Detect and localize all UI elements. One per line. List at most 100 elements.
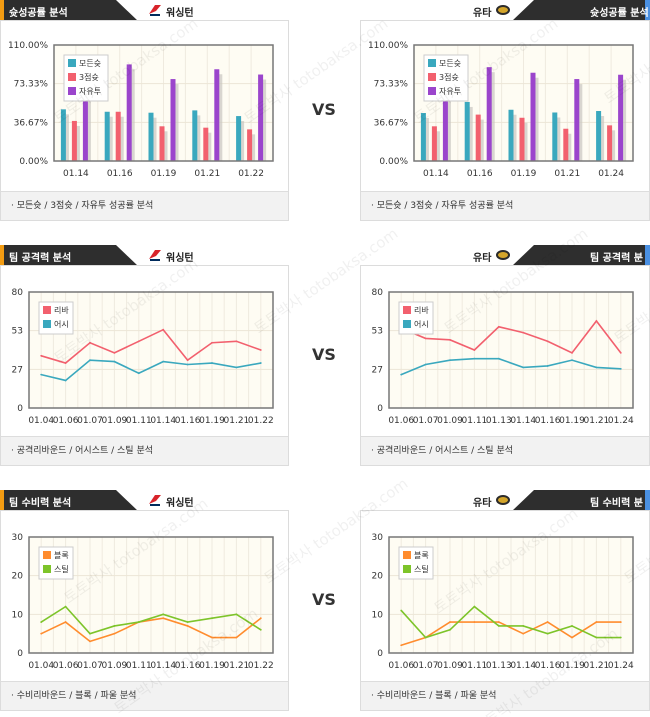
- legend-swatch: [68, 87, 76, 95]
- legend-swatch: [403, 565, 411, 573]
- series-line-블록: [40, 617, 262, 643]
- data-point: [259, 628, 262, 631]
- section-title: 슛성공률 분석: [590, 8, 649, 19]
- bar-자유투: [126, 64, 132, 161]
- data-point: [595, 366, 598, 369]
- section-title: 팀 공격력 분석: [9, 253, 72, 264]
- panel-footer-caption: · 공격리바운드 / 어시스트 / 스틸 분석: [361, 436, 649, 465]
- bar-모든슛: [420, 113, 426, 161]
- bar-모든슛: [596, 111, 602, 161]
- legend-label: 어시: [54, 319, 69, 329]
- data-point: [473, 605, 476, 608]
- data-point: [113, 632, 116, 635]
- x-tick-label: 01.11: [126, 661, 152, 671]
- bar-shadow: [555, 117, 561, 161]
- panel-footer-caption: · 공격리바운드 / 어시스트 / 스틸 분석: [1, 436, 288, 465]
- series-line-리바: [400, 319, 622, 354]
- y-tick-label: 0: [377, 404, 383, 414]
- y-tick-label: 53: [372, 327, 383, 337]
- line-chart: 010203001.0401.0601.0701.0901.1101.1401.…: [12, 533, 274, 671]
- bar-shadow: [434, 131, 440, 161]
- bar-shadow: [173, 84, 179, 161]
- y-tick-label: 53: [12, 327, 23, 337]
- x-tick-label: 01.09: [437, 416, 463, 426]
- team-name: 유타: [473, 253, 492, 264]
- bar-자유투: [82, 92, 88, 161]
- bar-자유투: [170, 79, 176, 161]
- plot-border: [53, 44, 274, 162]
- data-point: [497, 621, 500, 623]
- team-name: 워싱턴: [166, 498, 194, 509]
- y-tick-label: 73.33%: [374, 80, 409, 90]
- y-tick-label: 30: [12, 533, 24, 543]
- legend-label: 블록: [54, 550, 69, 560]
- data-point: [619, 367, 622, 370]
- data-point: [40, 621, 43, 623]
- bar-shadow: [533, 77, 539, 161]
- x-tick-label: 01.21: [584, 416, 610, 426]
- legend-swatch: [428, 59, 436, 67]
- data-point: [259, 617, 262, 620]
- x-tick-label: 01.21: [224, 661, 250, 671]
- data-point: [186, 363, 189, 366]
- x-tick-label: 01.07: [77, 661, 103, 671]
- data-point: [522, 625, 525, 627]
- data-point: [259, 362, 262, 364]
- bar-shadow: [206, 132, 212, 161]
- x-tick-label: 01.21: [554, 169, 580, 179]
- x-tick-label: 01.13: [486, 416, 512, 426]
- data-point: [64, 605, 67, 608]
- legend-label: 리바: [54, 305, 69, 315]
- panel-footer-caption: · 수비리바운드 / 블록 / 파울 분석: [1, 681, 288, 710]
- data-point: [595, 636, 598, 639]
- bar-shadow: [250, 134, 256, 161]
- data-point: [400, 373, 403, 376]
- y-tick-label: 80: [12, 288, 24, 298]
- wizards-logo-icon: [149, 250, 161, 261]
- data-point: [400, 609, 403, 612]
- vs-label: VS: [312, 590, 336, 609]
- plot-border: [388, 291, 634, 409]
- bar-3점슛: [563, 128, 569, 161]
- right-team-panel: · 모든슛 / 3점슛 / 자유투 성공률 분석 0.00% 36.67% 73.33…: [360, 20, 650, 221]
- data-point: [89, 359, 91, 362]
- bar-모든슛: [60, 109, 66, 161]
- y-tick-label: 73.33%: [14, 80, 49, 90]
- x-tick-label: 01.16: [175, 416, 201, 426]
- y-tick-label: 0: [377, 649, 383, 659]
- data-point: [497, 625, 500, 627]
- bar-모든슛: [464, 101, 470, 161]
- legend-swatch: [428, 73, 436, 81]
- data-point: [449, 359, 451, 362]
- right-team-panel: · 수비리바운드 / 블록 / 파울 분석 0 10 20 30 01.06 01.07 01…: [360, 510, 650, 711]
- legend-swatch: [403, 551, 411, 559]
- x-tick-label: 01.14: [423, 169, 449, 179]
- y-tick-label: 36.67%: [14, 118, 49, 128]
- x-tick-label: 01.16: [175, 661, 201, 671]
- data-point: [473, 621, 476, 623]
- bar-3점슛: [607, 125, 613, 161]
- bar-shadow: [599, 116, 605, 161]
- plot-border: [28, 536, 274, 654]
- bar-shadow: [85, 97, 91, 161]
- data-point: [89, 640, 91, 643]
- left-team-panel: · 수비리바운드 / 블록 / 파울 분석 0 10 20 30 01.04 01.06 01…: [0, 510, 289, 711]
- x-tick-label: 01.09: [437, 661, 463, 671]
- data-point: [546, 365, 549, 367]
- bar-shadow: [511, 114, 517, 161]
- legend-swatch: [403, 320, 411, 328]
- legend-label: 어시: [414, 319, 429, 329]
- data-point: [113, 625, 116, 627]
- data-point: [522, 366, 525, 369]
- y-tick-label: 0: [17, 649, 23, 659]
- y-tick-label: 20: [12, 572, 24, 582]
- line-chart: 027538001.0401.0601.0701.0901.1101.1401.…: [12, 288, 274, 426]
- data-point: [186, 359, 189, 362]
- section-title-tab: 팀 공격력 분석: [512, 245, 650, 279]
- legend-swatch: [43, 306, 51, 314]
- data-point: [162, 613, 165, 616]
- section-2: 팀 수비력 분석 워싱턴 · 수비리바운드 / 블록 / 파울 분석 0 10 20 30 0…: [0, 490, 650, 717]
- section-0: 슛성공률 분석 워싱턴 · 모든슛 / 3점슛 / 자유투 성공률 분석 0.00% 3…: [0, 0, 650, 228]
